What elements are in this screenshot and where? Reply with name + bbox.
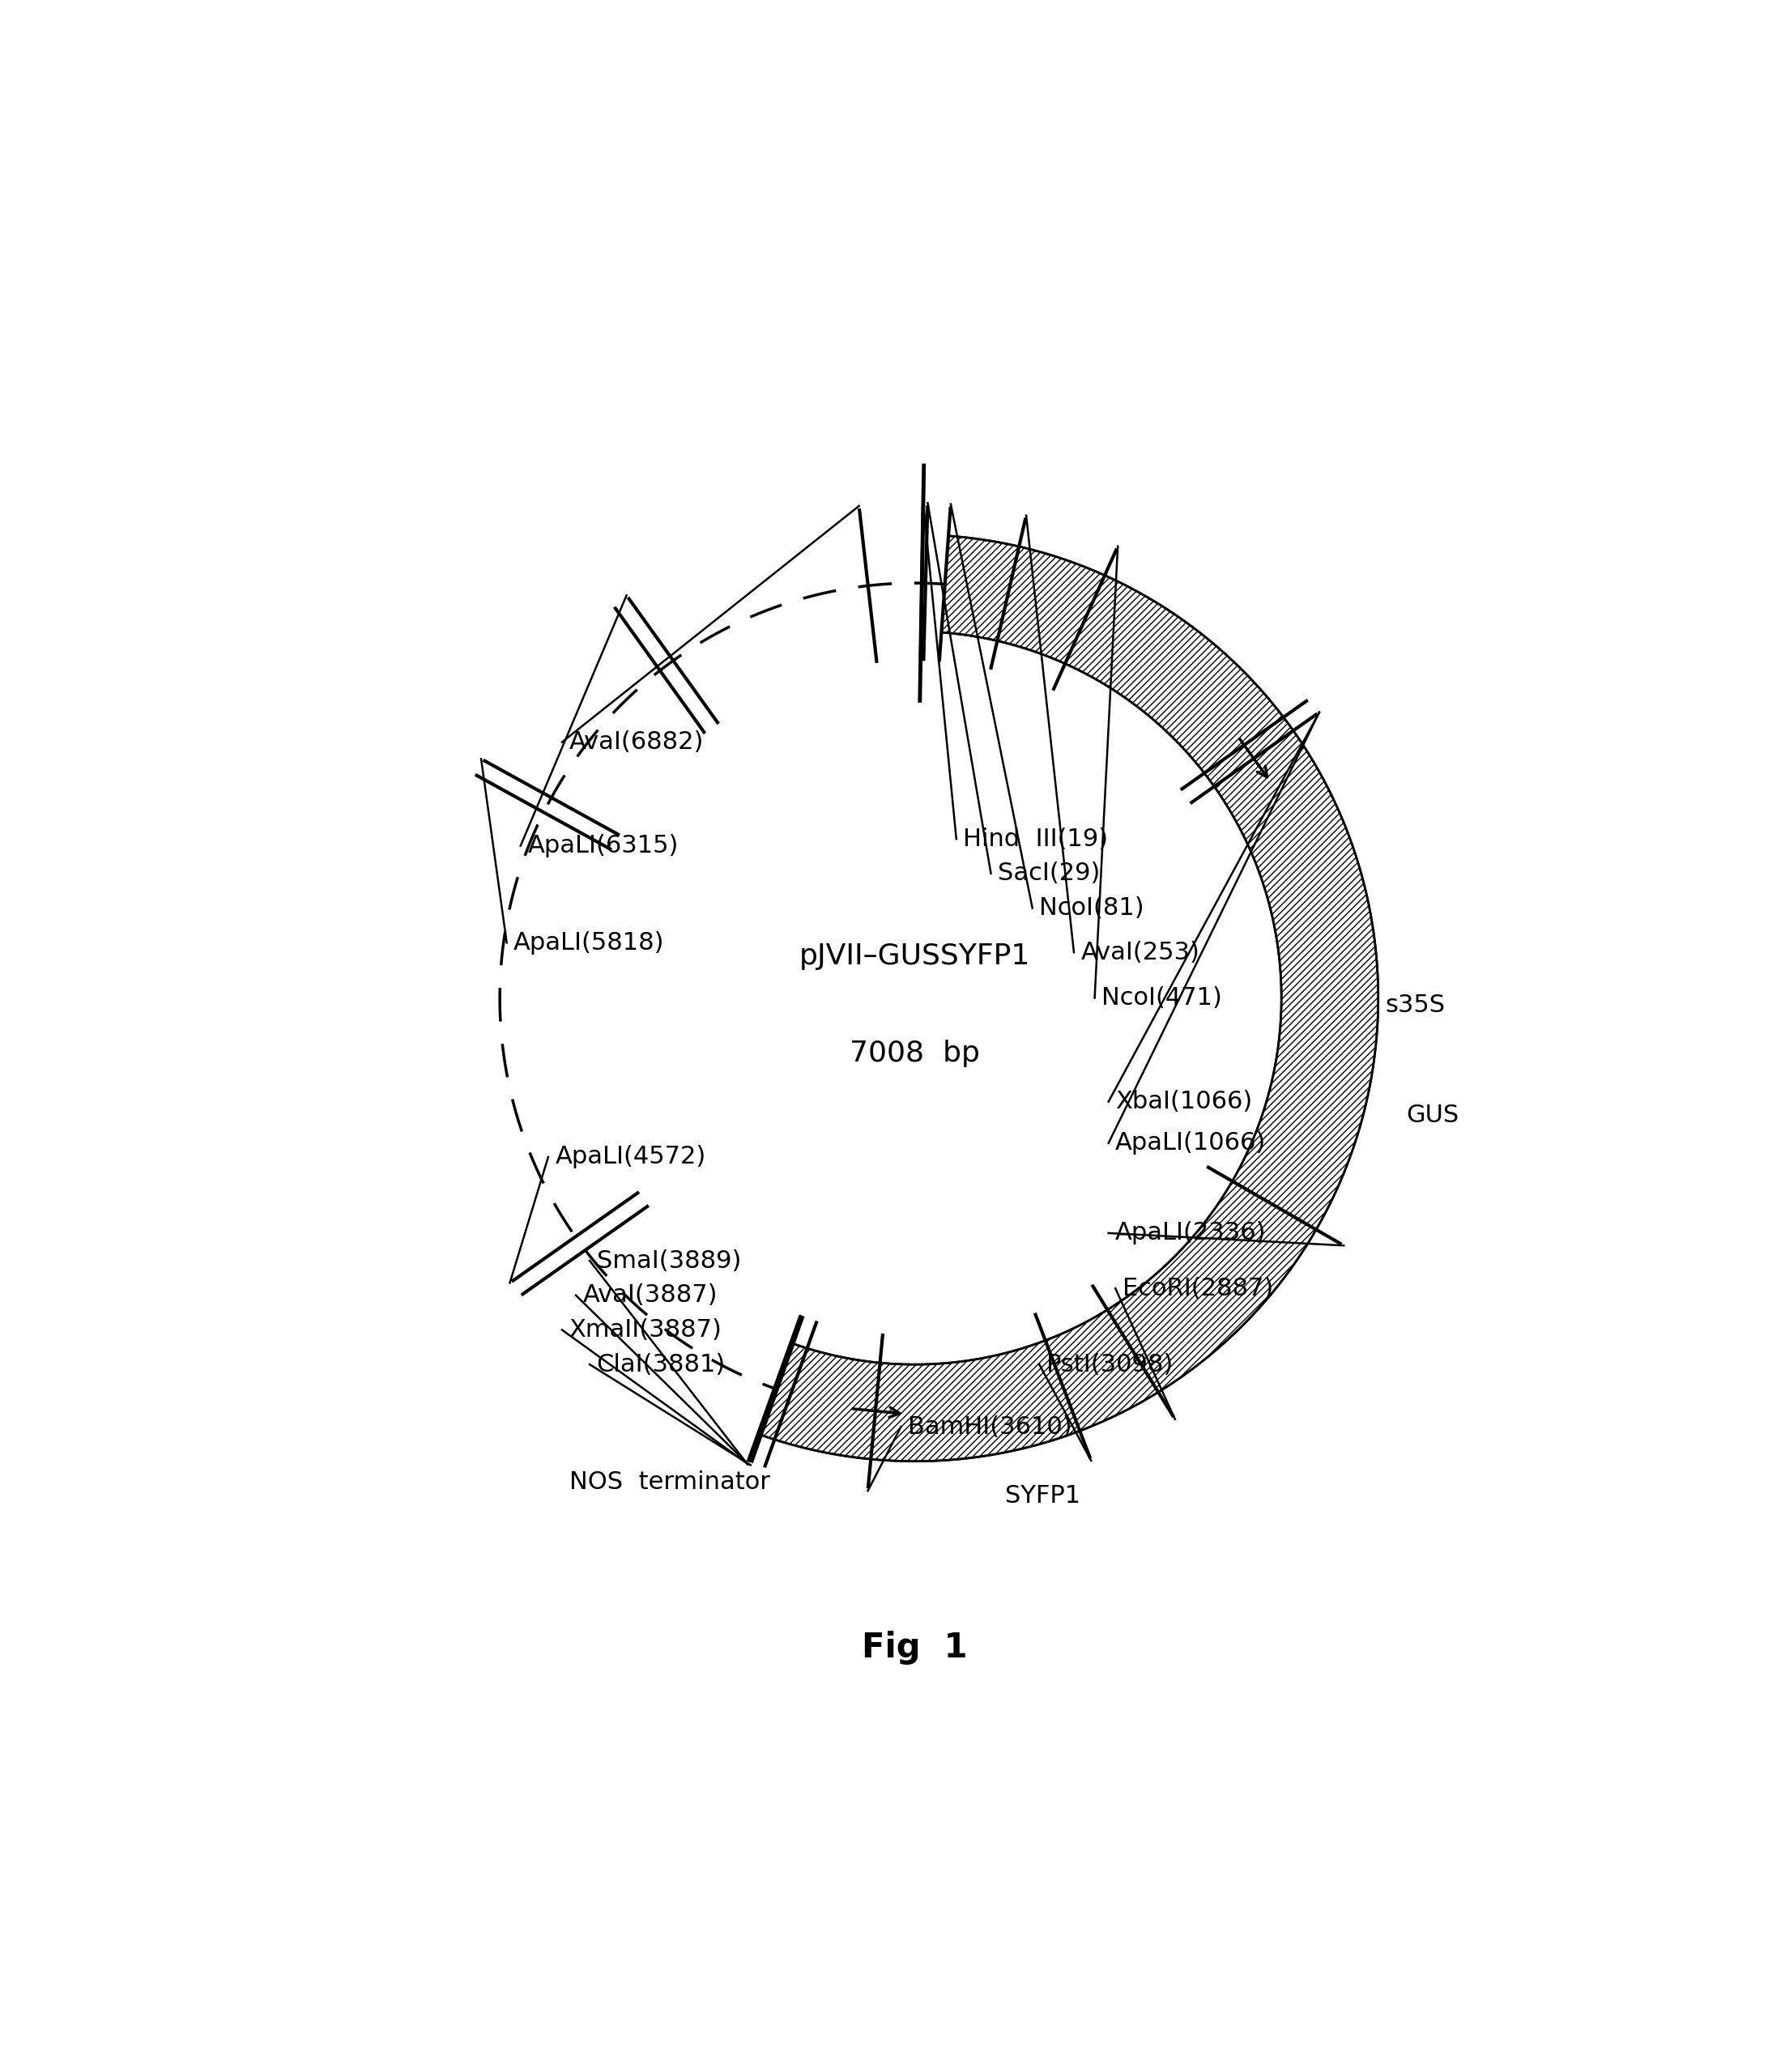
Polygon shape [871, 1310, 1158, 1461]
Text: ClaI(3881): ClaI(3881) [596, 1353, 726, 1376]
Text: XbaI(1066): XbaI(1066) [1116, 1090, 1253, 1113]
Text: ApaLI(6315): ApaLI(6315) [527, 835, 678, 858]
Text: ApaLI(5818): ApaLI(5818) [514, 930, 664, 955]
Text: EcoRI(2887): EcoRI(2887) [1123, 1276, 1273, 1299]
Text: NOS  terminator: NOS terminator [569, 1471, 769, 1494]
Text: SacI(29): SacI(29) [998, 862, 1100, 885]
Text: PstI(3098): PstI(3098) [1046, 1353, 1173, 1376]
Text: XmaII(3887): XmaII(3887) [569, 1318, 721, 1343]
Text: AvaI(253): AvaI(253) [1082, 941, 1200, 963]
Text: NcoI(471): NcoI(471) [1101, 986, 1223, 1009]
Polygon shape [759, 1343, 880, 1459]
Text: ApaLI(1066): ApaLI(1066) [1116, 1131, 1266, 1154]
Text: AvaI(6882): AvaI(6882) [569, 729, 703, 754]
Text: pJVII–GUSSYFP1: pJVII–GUSSYFP1 [800, 943, 1030, 970]
Text: GUS: GUS [1407, 1104, 1458, 1127]
Text: Hind  III(19): Hind III(19) [964, 827, 1108, 852]
Text: SYFP1: SYFP1 [1005, 1484, 1080, 1508]
Polygon shape [1107, 731, 1378, 1392]
Text: NcoI(81): NcoI(81) [1039, 897, 1144, 920]
Text: s35S: s35S [1385, 992, 1446, 1017]
Text: BamHI(3610): BamHI(3610) [909, 1415, 1073, 1438]
Text: ApaLI(4572): ApaLI(4572) [555, 1146, 707, 1169]
Text: AvaI(3887): AvaI(3887) [582, 1283, 718, 1307]
Text: 7008  bp: 7008 bp [850, 1040, 980, 1067]
Text: ApaLI(2336): ApaLI(2336) [1116, 1220, 1266, 1245]
Polygon shape [941, 537, 1294, 787]
Text: SmaI(3889): SmaI(3889) [596, 1249, 741, 1272]
Text: Fig  1: Fig 1 [862, 1631, 967, 1666]
